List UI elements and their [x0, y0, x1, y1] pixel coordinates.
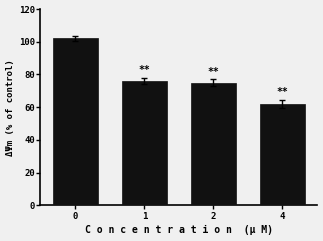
X-axis label: C o n c e n t r a t i o n  (μ M): C o n c e n t r a t i o n (μ M) — [85, 225, 273, 235]
Bar — [122, 81, 167, 205]
Text: **: ** — [208, 67, 219, 77]
Text: **: ** — [139, 65, 150, 75]
Text: **: ** — [276, 87, 288, 97]
Y-axis label: ΔΨm (% of control): ΔΨm (% of control) — [5, 59, 15, 155]
Bar — [260, 104, 305, 205]
Bar — [53, 39, 98, 205]
Bar — [191, 83, 236, 205]
